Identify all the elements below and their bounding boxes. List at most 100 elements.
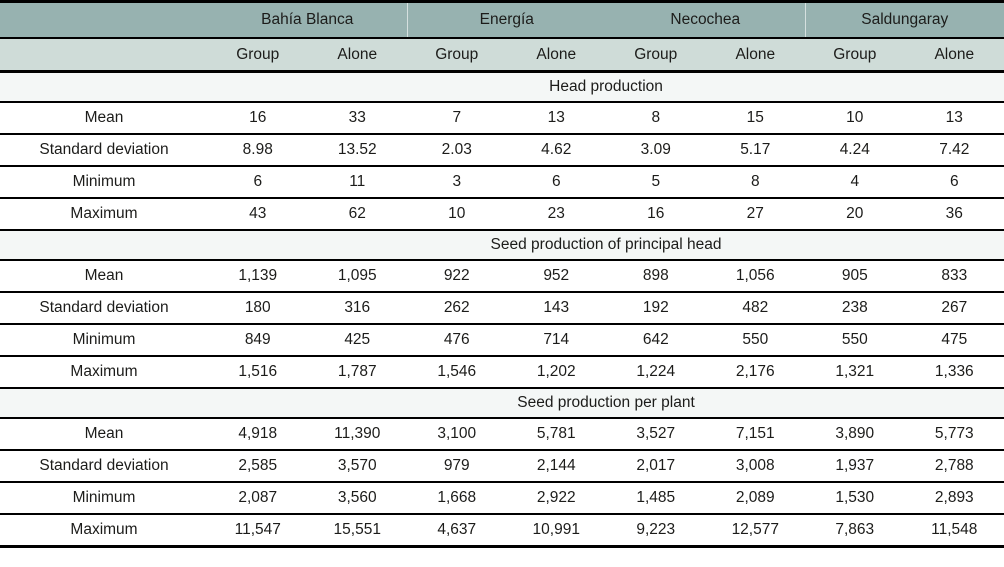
data-cell: 1,546	[407, 356, 507, 389]
row-label: Minimum	[0, 482, 208, 515]
data-cell: 550	[805, 324, 905, 357]
data-cell: 952	[506, 260, 607, 293]
table-row: Standard deviation 8.98 13.52 2.03 4.62 …	[0, 134, 1004, 167]
data-cell: 238	[805, 292, 905, 325]
data-cell: 2,893	[904, 482, 1004, 515]
data-cell: 27	[705, 198, 806, 231]
data-cell: 23	[506, 198, 607, 231]
data-cell: 36	[904, 198, 1004, 231]
data-cell: 2,017	[606, 450, 706, 483]
corner-cell	[0, 1, 208, 39]
data-cell: 3,527	[606, 418, 706, 451]
data-cell: 1,516	[208, 356, 308, 389]
data-cell: 11,548	[904, 514, 1004, 548]
row-label: Standard deviation	[0, 292, 208, 325]
data-cell: 475	[904, 324, 1004, 357]
section-title: Seed production of principal head	[208, 230, 1004, 261]
data-cell: 12,577	[705, 514, 806, 548]
subheader-alone: Alone	[506, 38, 607, 73]
group-header-necochea: Necochea	[606, 1, 806, 39]
data-cell: 11,547	[208, 514, 308, 548]
subheader-alone: Alone	[904, 38, 1004, 73]
data-cell: 4,637	[407, 514, 507, 548]
data-cell: 849	[208, 324, 308, 357]
data-cell: 192	[606, 292, 706, 325]
descriptive-statistics-table: Bahía Blanca Energía Necochea Saldungara…	[0, 0, 1004, 548]
data-cell: 10	[407, 198, 507, 231]
data-cell: 2,176	[705, 356, 806, 389]
data-cell: 143	[506, 292, 607, 325]
data-cell: 4.62	[506, 134, 607, 167]
data-cell: 1,202	[506, 356, 607, 389]
data-cell: 13.52	[307, 134, 407, 167]
row-label: Minimum	[0, 324, 208, 357]
row-label: Standard deviation	[0, 134, 208, 167]
data-cell: 13	[904, 102, 1004, 135]
data-cell: 316	[307, 292, 407, 325]
row-label: Maximum	[0, 198, 208, 231]
subheader-group: Group	[805, 38, 905, 73]
data-cell: 15,551	[307, 514, 407, 548]
data-cell: 8.98	[208, 134, 308, 167]
data-cell: 1,139	[208, 260, 308, 293]
data-cell: 2,089	[705, 482, 806, 515]
section-title: Seed production per plant	[208, 388, 1004, 419]
section-header-row: Seed production per plant	[0, 388, 1004, 419]
data-cell: 476	[407, 324, 507, 357]
data-cell: 714	[506, 324, 607, 357]
row-label: Mean	[0, 102, 208, 135]
table-row: Maximum 43 62 10 23 16 27 20 36	[0, 198, 1004, 231]
data-cell: 20	[805, 198, 905, 231]
data-cell: 8	[705, 166, 806, 199]
data-cell: 43	[208, 198, 308, 231]
section-header-row: Seed production of principal head	[0, 230, 1004, 261]
group-header-saldungaray: Saldungaray	[804, 1, 1004, 39]
data-cell: 3,890	[805, 418, 905, 451]
section-spacer	[0, 388, 208, 419]
subheader-group: Group	[208, 38, 308, 73]
data-cell: 922	[407, 260, 507, 293]
row-label: Mean	[0, 418, 208, 451]
row-label: Minimum	[0, 166, 208, 199]
data-cell: 1,095	[307, 260, 407, 293]
data-cell: 898	[606, 260, 706, 293]
table-row: Maximum 11,547 15,551 4,637 10,991 9,223…	[0, 514, 1004, 548]
data-cell: 4.24	[805, 134, 905, 167]
data-cell: 6	[506, 166, 607, 199]
data-cell: 1,485	[606, 482, 706, 515]
data-cell: 1,668	[407, 482, 507, 515]
data-cell: 2,585	[208, 450, 308, 483]
data-cell: 6	[208, 166, 308, 199]
data-cell: 3.09	[606, 134, 706, 167]
row-label: Maximum	[0, 514, 208, 548]
table-row: Mean 1,139 1,095 922 952 898 1,056 905 8…	[0, 260, 1004, 293]
data-cell: 9,223	[606, 514, 706, 548]
data-cell: 262	[407, 292, 507, 325]
table-row: Standard deviation 180 316 262 143 192 4…	[0, 292, 1004, 325]
table-row: Mean 4,918 11,390 3,100 5,781 3,527 7,15…	[0, 418, 1004, 451]
data-cell: 3,100	[407, 418, 507, 451]
data-cell: 1,056	[705, 260, 806, 293]
data-cell: 7	[407, 102, 507, 135]
data-cell: 4	[805, 166, 905, 199]
data-cell: 1,787	[307, 356, 407, 389]
data-cell: 979	[407, 450, 507, 483]
data-cell: 1,937	[805, 450, 905, 483]
data-cell: 7,863	[805, 514, 905, 548]
section-header-row: Head production	[0, 71, 1004, 103]
data-cell: 8	[606, 102, 706, 135]
row-label: Mean	[0, 260, 208, 293]
data-cell: 2.03	[407, 134, 507, 167]
data-cell: 1,321	[805, 356, 905, 389]
data-cell: 5,773	[904, 418, 1004, 451]
table-row: Minimum 6 11 3 6 5 8 4 6	[0, 166, 1004, 199]
group-header-energia: Energía	[406, 1, 607, 39]
data-cell: 7.42	[904, 134, 1004, 167]
data-cell: 4,918	[208, 418, 308, 451]
subheader-group: Group	[606, 38, 706, 73]
table-row: Minimum 849 425 476 714 642 550 550 475	[0, 324, 1004, 357]
data-cell: 13	[506, 102, 607, 135]
row-label: Maximum	[0, 356, 208, 389]
data-cell: 2,788	[904, 450, 1004, 483]
